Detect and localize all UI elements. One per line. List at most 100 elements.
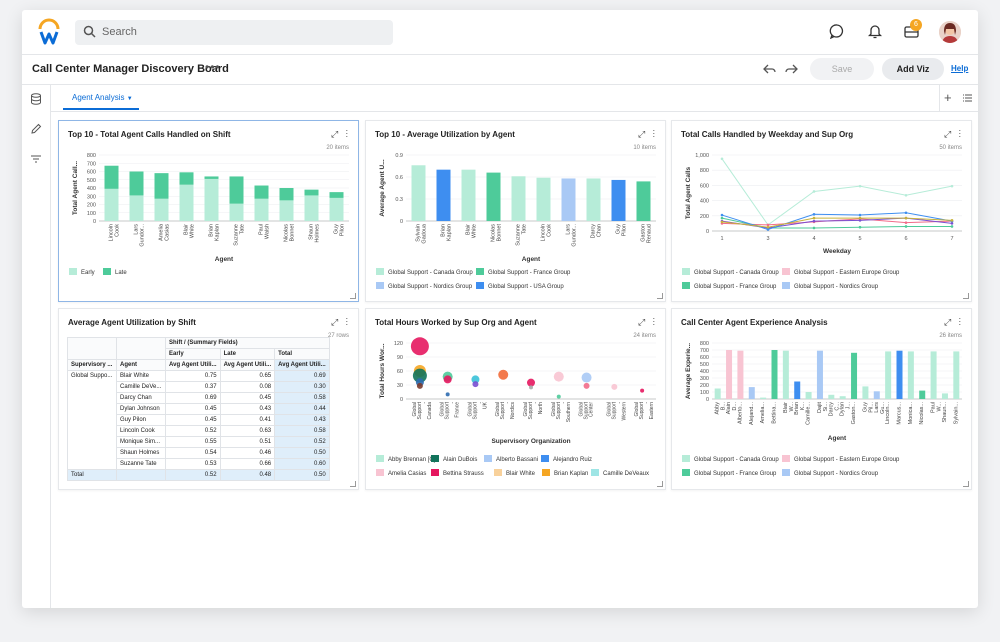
bell-icon[interactable] — [868, 23, 882, 39]
bar-segment[interactable] — [304, 189, 319, 196]
bar[interactable] — [714, 388, 721, 400]
bar-segment[interactable] — [204, 176, 219, 179]
legend-item[interactable]: Global Support - Canada Group — [682, 268, 779, 276]
redo-icon[interactable] — [785, 63, 798, 75]
legend-item[interactable]: Early — [69, 268, 95, 276]
resize-handle[interactable] — [963, 293, 969, 299]
data-point[interactable] — [858, 184, 862, 188]
bar[interactable] — [794, 381, 801, 400]
undo-icon[interactable] — [763, 63, 776, 75]
legend-item[interactable]: Global Support - USA Group — [476, 282, 564, 290]
bar[interactable] — [816, 350, 823, 399]
bar[interactable] — [748, 387, 755, 399]
data-point[interactable] — [812, 190, 816, 193]
tab-agent-analysis[interactable]: Agent Analysis ▼ — [72, 93, 133, 102]
bar[interactable] — [511, 176, 526, 221]
chart-panel-utilization[interactable]: Top 10 - Average Utilization by Agent ⤢ … — [365, 120, 666, 302]
bar[interactable] — [953, 351, 960, 399]
kebab-menu-icon[interactable]: ⋮ — [345, 317, 348, 327]
bar[interactable] — [907, 351, 914, 399]
bubble[interactable] — [410, 337, 429, 356]
kebab-menu-icon[interactable]: ⋮ — [958, 317, 961, 327]
data-point[interactable] — [904, 221, 908, 224]
resize-handle[interactable] — [963, 481, 969, 487]
expand-icon[interactable]: ⤢ — [944, 317, 952, 327]
column-header[interactable]: Agent — [116, 359, 166, 371]
data-point[interactable] — [812, 226, 816, 230]
column-header[interactable]: Total — [274, 348, 330, 360]
column-header[interactable]: Avg Agent Utili... — [219, 359, 276, 371]
bar[interactable] — [536, 177, 551, 221]
bar-segment[interactable] — [329, 197, 344, 221]
data-point[interactable] — [812, 219, 816, 223]
table-row[interactable]: Lincoln Cook 0.52 0.63 0.58 — [67, 425, 330, 437]
chart-panel-calls-on-shift[interactable]: Top 10 - Total Agent Calls Handled on Sh… — [58, 120, 359, 302]
data-point[interactable] — [904, 216, 908, 220]
legend-item[interactable]: Global Support - Eastern Europe Group — [782, 268, 899, 276]
column-header[interactable]: Supervisory ... — [67, 359, 117, 371]
data-point[interactable] — [858, 213, 862, 217]
bar[interactable] — [805, 392, 812, 399]
expand-icon[interactable]: ⤢ — [638, 317, 646, 327]
legend-item[interactable]: Camille DeVeaux — [591, 469, 649, 477]
legend-item[interactable]: Blair White — [494, 469, 535, 477]
data-point[interactable] — [904, 193, 908, 197]
legend-item[interactable]: Global Support - Nordics Group — [376, 282, 472, 290]
bar[interactable] — [771, 350, 778, 399]
legend-item[interactable]: Global Support - France Group — [682, 282, 776, 290]
bar[interactable] — [828, 394, 835, 399]
legend-item[interactable]: Global Support - France Group — [476, 268, 570, 276]
table-row[interactable]: Suzanne Tate 0.53 0.66 0.60 — [67, 458, 330, 470]
bar[interactable] — [636, 181, 651, 221]
bar-segment[interactable] — [104, 188, 119, 221]
bar-segment[interactable] — [154, 173, 169, 199]
bar[interactable] — [851, 352, 858, 399]
legend-item[interactable]: Global Support - Canada Group — [682, 455, 779, 463]
bar[interactable] — [561, 178, 576, 221]
data-point[interactable] — [766, 225, 770, 229]
table-row[interactable]: Camille DeVe... 0.37 0.08 0.30 — [67, 381, 330, 393]
table-row[interactable]: Shaun Holmes 0.54 0.46 0.50 — [67, 447, 330, 459]
bubble[interactable] — [556, 394, 561, 399]
bar-segment[interactable] — [229, 203, 244, 221]
kebab-menu-icon[interactable]: ⋮ — [958, 129, 961, 139]
legend-item[interactable]: Alberto Bassani — [484, 455, 538, 463]
chart-panel-weekday[interactable]: Total Calls Handled by Weekday and Sup O… — [671, 120, 972, 302]
data-point[interactable] — [766, 228, 770, 231]
legend-item[interactable]: Global Support - Eastern Europe Group — [782, 455, 899, 463]
bubble[interactable] — [553, 371, 564, 382]
bar-segment[interactable] — [304, 195, 319, 221]
expand-icon[interactable]: ⤢ — [331, 129, 339, 139]
column-header[interactable]: Late — [219, 348, 276, 360]
bar-segment[interactable] — [179, 184, 194, 221]
group-header[interactable]: Shift / (Summary Fields) — [165, 337, 330, 349]
legend-item[interactable]: Amelia Casias — [376, 469, 426, 477]
bar[interactable] — [586, 178, 601, 221]
bar[interactable] — [885, 351, 892, 399]
bar-segment[interactable] — [229, 176, 244, 204]
bubble[interactable] — [611, 383, 618, 390]
bar[interactable] — [737, 350, 744, 399]
legend-item[interactable]: Alain DuBois — [431, 455, 477, 463]
bar-segment[interactable] — [254, 198, 269, 221]
data-point[interactable] — [904, 211, 908, 215]
data-point[interactable] — [812, 216, 816, 220]
save-button[interactable]: Save — [810, 58, 874, 80]
bar-segment[interactable] — [329, 192, 344, 198]
search-input[interactable]: Search — [75, 20, 393, 45]
bar-segment[interactable] — [154, 198, 169, 221]
more-options-icon[interactable]: ••• — [205, 60, 221, 74]
bar[interactable] — [873, 391, 880, 399]
bubble[interactable] — [443, 375, 452, 384]
resize-handle[interactable] — [657, 293, 663, 299]
chat-icon[interactable] — [829, 23, 845, 39]
bar[interactable] — [611, 179, 626, 221]
resize-handle[interactable] — [657, 481, 663, 487]
table-row[interactable]: Guy Pilon 0.45 0.41 0.43 — [67, 414, 330, 426]
bar[interactable] — [726, 350, 733, 399]
resize-handle[interactable] — [350, 293, 356, 299]
data-point[interactable] — [950, 184, 954, 188]
legend-item[interactable]: Global Support - France Group — [682, 469, 776, 477]
expand-icon[interactable]: ⤢ — [944, 129, 952, 139]
expand-icon[interactable]: ⤢ — [638, 129, 646, 139]
